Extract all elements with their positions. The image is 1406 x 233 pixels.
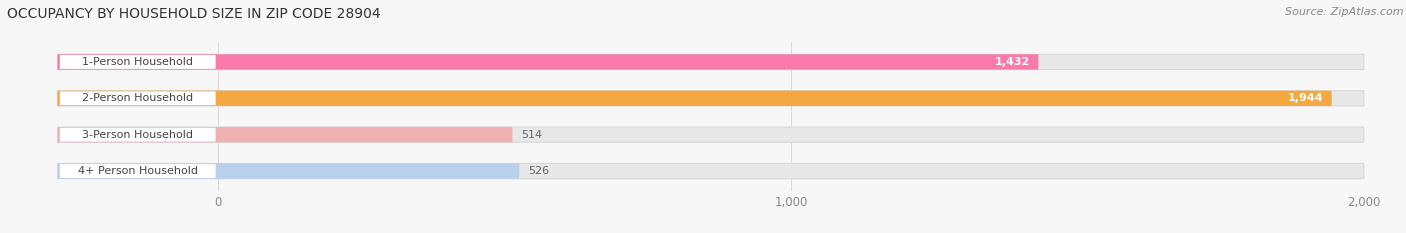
Text: Source: ZipAtlas.com: Source: ZipAtlas.com bbox=[1285, 7, 1403, 17]
Text: 1,944: 1,944 bbox=[1288, 93, 1323, 103]
Text: 514: 514 bbox=[522, 130, 543, 140]
Text: 1-Person Household: 1-Person Household bbox=[82, 57, 193, 67]
Text: 3-Person Household: 3-Person Household bbox=[82, 130, 193, 140]
FancyBboxPatch shape bbox=[58, 163, 1364, 179]
FancyBboxPatch shape bbox=[58, 54, 1364, 70]
Text: 4+ Person Household: 4+ Person Household bbox=[77, 166, 198, 176]
FancyBboxPatch shape bbox=[60, 55, 215, 69]
Text: 2-Person Household: 2-Person Household bbox=[82, 93, 193, 103]
FancyBboxPatch shape bbox=[58, 91, 1364, 106]
FancyBboxPatch shape bbox=[60, 91, 215, 105]
Text: OCCUPANCY BY HOUSEHOLD SIZE IN ZIP CODE 28904: OCCUPANCY BY HOUSEHOLD SIZE IN ZIP CODE … bbox=[7, 7, 381, 21]
FancyBboxPatch shape bbox=[58, 127, 1364, 142]
FancyBboxPatch shape bbox=[58, 127, 512, 142]
FancyBboxPatch shape bbox=[58, 91, 1331, 106]
Text: 526: 526 bbox=[527, 166, 548, 176]
FancyBboxPatch shape bbox=[60, 128, 215, 142]
FancyBboxPatch shape bbox=[58, 54, 1039, 70]
FancyBboxPatch shape bbox=[60, 164, 215, 178]
FancyBboxPatch shape bbox=[58, 163, 519, 179]
Text: 1,432: 1,432 bbox=[994, 57, 1029, 67]
